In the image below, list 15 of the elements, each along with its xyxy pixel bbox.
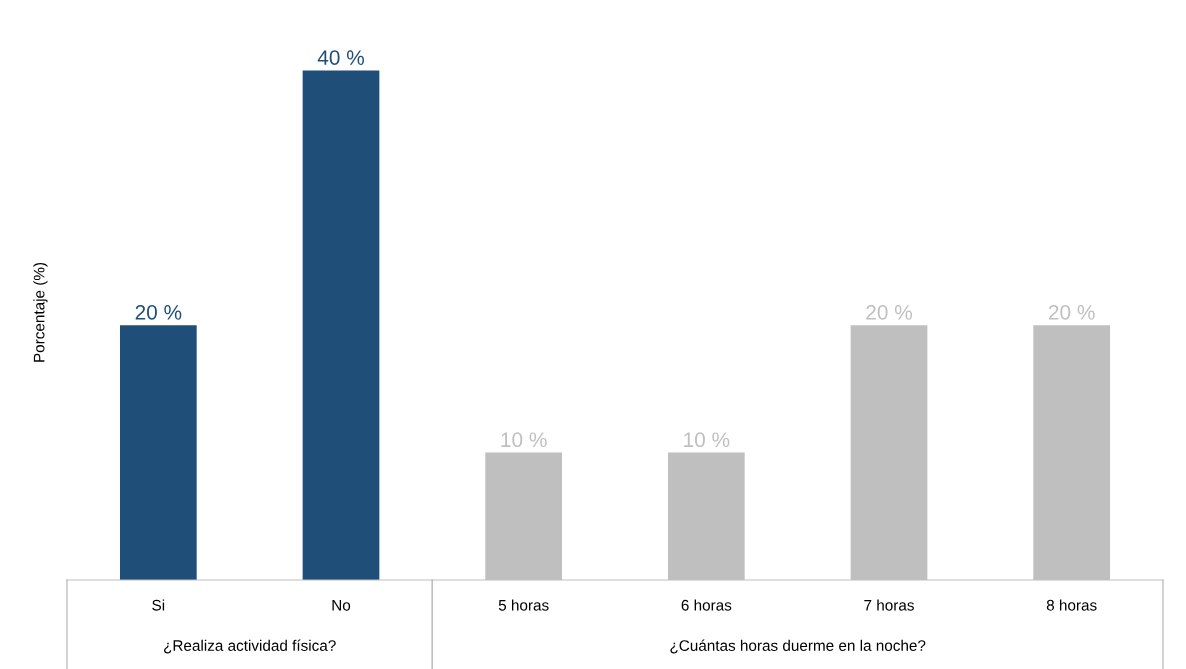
data-label: 40 % xyxy=(317,50,364,65)
x-tick-label: Si xyxy=(152,599,165,611)
data-label: 20 % xyxy=(135,304,182,320)
y-axis-title: Porcentaje (%) xyxy=(33,262,48,362)
data-label: 10 % xyxy=(684,432,730,448)
x-tick-label: No xyxy=(332,600,351,611)
x-tick-label: 8 horas xyxy=(1046,599,1097,611)
data-label: 20 % xyxy=(866,304,912,320)
x-tick-label: 7 horas xyxy=(864,599,914,611)
data-label: 20 % xyxy=(1048,304,1095,320)
text: ¿Realiza actividad física? xyxy=(164,639,336,654)
x-tick-label: 5 horas xyxy=(498,599,549,611)
text: ¿Cuántas horas duerme en la noche? xyxy=(670,639,926,654)
x-tick-label: 6 horas xyxy=(681,599,732,611)
data-label: 10 % xyxy=(501,432,547,448)
